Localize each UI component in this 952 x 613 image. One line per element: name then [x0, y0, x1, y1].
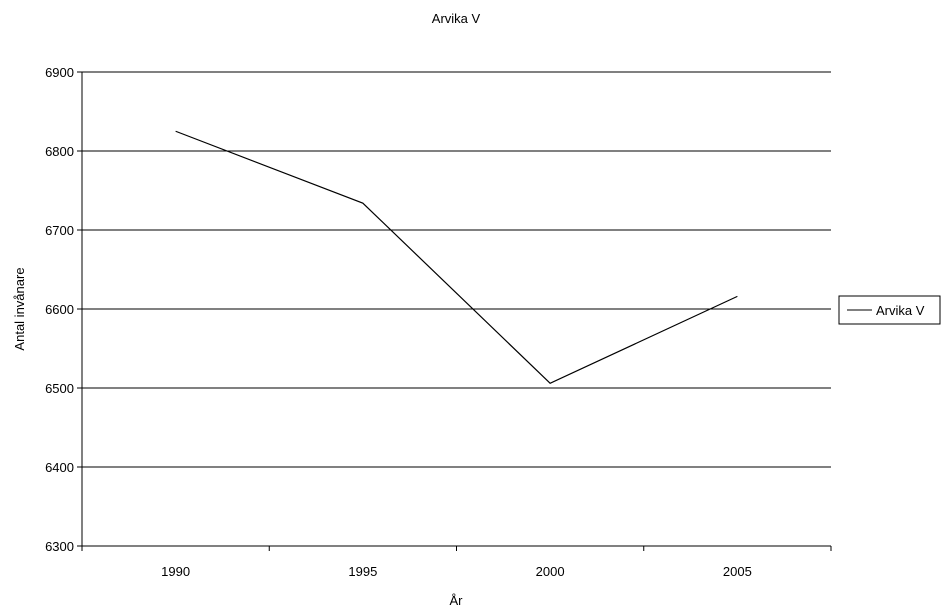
y-axis-title: Antal invånare: [12, 267, 27, 350]
y-tick-label-6600: 6600: [45, 302, 74, 317]
x-tick-label-1990: 1990: [161, 564, 190, 579]
x-tick-labels: 1990 1995 2000 2005: [161, 564, 752, 579]
grid-lines: [82, 71, 831, 468]
x-tick-label-2005: 2005: [723, 564, 752, 579]
x-tick-label-1995: 1995: [348, 564, 377, 579]
series-line-0: [175, 130, 738, 384]
x-tick-label-2000: 2000: [536, 564, 565, 579]
legend-label-arvika-v: Arvika V: [876, 303, 925, 318]
axes: [77, 71, 832, 551]
y-tick-label-6800: 6800: [45, 144, 74, 159]
series-lines: [175, 130, 738, 384]
y-tick-label-6900: 6900: [45, 65, 74, 80]
y-tick-label-6500: 6500: [45, 381, 74, 396]
legend: Arvika V: [838, 295, 941, 325]
y-tick-labels: 6300 6400 6500 6600 6700 6800 6900: [45, 65, 74, 554]
y-tick-label-6300: 6300: [45, 539, 74, 554]
y-tick-label-6700: 6700: [45, 223, 74, 238]
x-axis-title: År: [450, 593, 464, 608]
y-tick-label-6400: 6400: [45, 460, 74, 475]
chart-title: Arvika V: [432, 11, 481, 26]
